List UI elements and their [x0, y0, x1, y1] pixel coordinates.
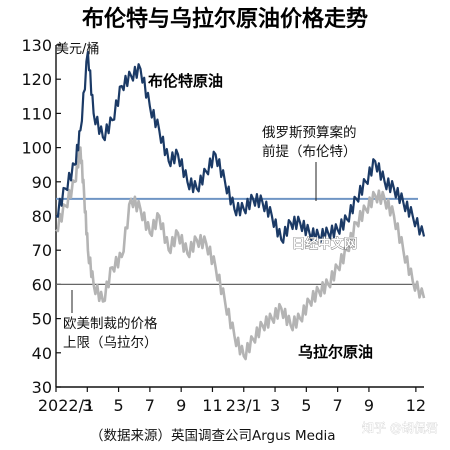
x-tick-label: 5 — [301, 396, 311, 415]
x-tick-label: 3 — [270, 396, 280, 415]
y-tick-label: 70 — [32, 241, 52, 260]
y-tick-label: 90 — [32, 173, 52, 192]
y-tick-label: 50 — [32, 310, 52, 329]
source-watermark: 知乎 @胡侃君 — [362, 421, 438, 435]
x-tick-label: 11 — [202, 396, 222, 415]
x-tick-label: 9 — [176, 396, 186, 415]
y-tick-label: 60 — [32, 275, 52, 294]
x-tick-label: 23/1 — [226, 396, 262, 415]
chart-title: 布伦特与乌拉尔原油价格走势 — [82, 6, 368, 32]
brent-series-label: 布伦特原油 — [148, 72, 223, 90]
cap-label-line1: 欧美制裁的价格 — [63, 316, 158, 332]
series-lines — [55, 50, 426, 361]
y-tick-label: 120 — [21, 70, 52, 89]
y-tick-label: 40 — [32, 344, 52, 363]
x-ticks: 2022/13 5 7 9 11 23/1 3 5 7 9 12 — [38, 387, 426, 415]
x-tick-label: 3 — [82, 396, 92, 415]
x-tick-label: 9 — [364, 396, 374, 415]
x-tick-label: 12 — [406, 396, 426, 415]
urals-series-line — [55, 146, 426, 361]
y-tick-label: 110 — [21, 104, 52, 123]
budget-label-line2: 前提（布伦特） — [262, 143, 357, 160]
y-tick-label: 30 — [32, 378, 52, 397]
brent-series-line — [55, 50, 426, 244]
x-tick-label: 2022/1 — [38, 396, 94, 415]
budget-label-line1: 俄罗斯预算案的 — [262, 124, 357, 141]
in-chart-watermark: 日经中文网 — [292, 236, 357, 252]
source-note: （数据来源）英国调查公司Argus Media — [90, 427, 336, 444]
y-axis-unit-label: 美元/桶 — [56, 42, 99, 57]
y-tick-label: 100 — [21, 139, 52, 158]
y-ticks: 30 40 50 60 70 80 90 100 110 120 130 — [21, 36, 61, 397]
y-tick-label: 130 — [21, 36, 52, 55]
urals-series-label: 乌拉尔原油 — [298, 343, 373, 361]
x-tick-label: 7 — [145, 396, 155, 415]
y-tick-label: 80 — [32, 207, 52, 226]
x-tick-label: 7 — [333, 396, 343, 415]
cap-label-line2: 上限（乌拉尔） — [63, 335, 158, 351]
x-tick-label: 5 — [113, 396, 123, 415]
